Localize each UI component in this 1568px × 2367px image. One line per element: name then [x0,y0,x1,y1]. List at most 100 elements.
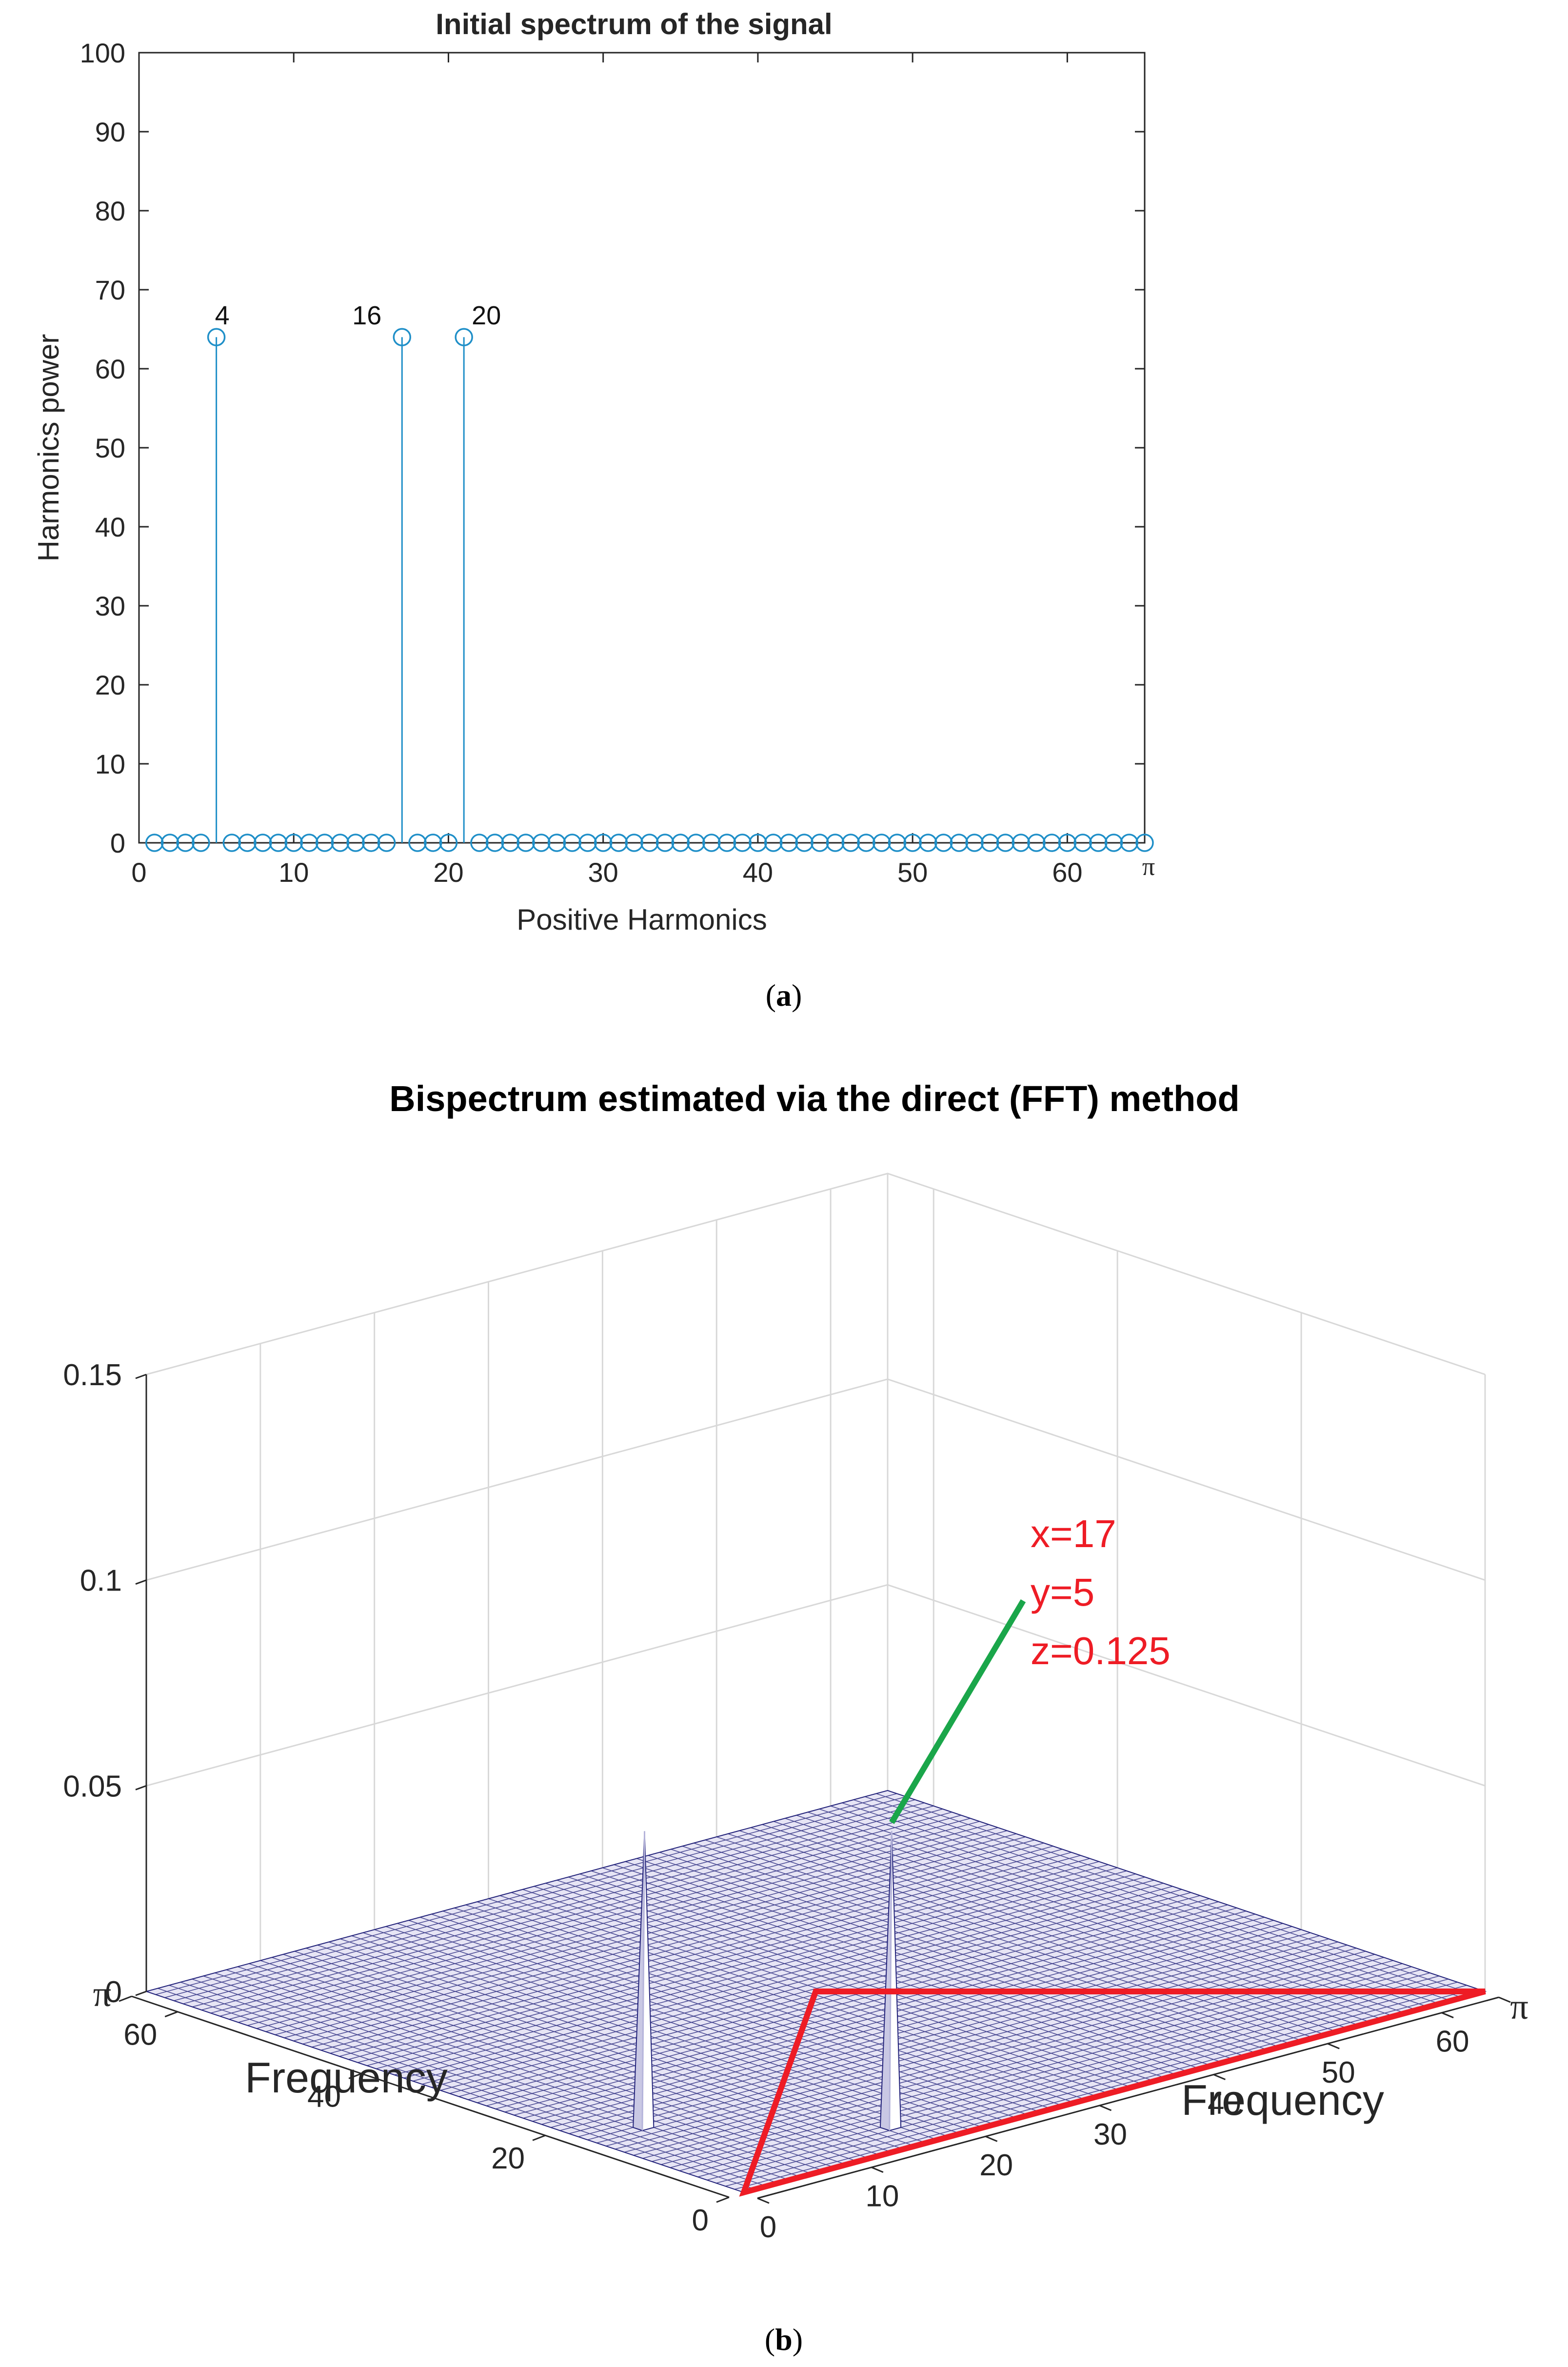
stem-annotation: 4 [215,301,230,330]
stem-marker [857,834,875,852]
stem-marker [841,834,860,852]
y-tick-label: 20 [95,670,125,700]
stem-marker [160,834,179,852]
chart-a-title: Initial spectrum of the signal [436,8,832,40]
z-tick-label: 0.05 [63,1770,122,1803]
z-tick-label: 0.1 [80,1564,122,1598]
x-tick-label: 0 [131,857,146,888]
chart-b-title: Bispectrum estimated via the direct (FFT… [389,1078,1239,1119]
stem-marker [192,834,210,852]
stem-marker [702,834,721,852]
x-tick-label-pi: π [1510,1987,1528,2027]
stem-marker [888,834,907,852]
z-gridline [146,1173,1486,1375]
stem-marker [176,834,195,852]
stem-marker [919,834,937,852]
stem-marker [655,834,675,852]
stem-marker [934,834,953,852]
y-tick-label: 90 [95,117,125,147]
stem-marker [1027,834,1046,852]
stem-marker [315,834,334,852]
chart-a-plot-box [138,52,1146,844]
stem-marker [455,328,473,346]
stem-marker [609,834,628,852]
stem-marker [996,834,1015,852]
y-tick-label: 40 [95,512,125,542]
stem-marker [903,834,922,852]
stem-marker [254,834,272,852]
stem-marker [795,834,814,852]
stem-marker [238,834,257,852]
x-tick-mark [1441,2012,1454,2019]
x-tick-label: 50 [897,857,928,888]
z-tick-mark [135,1785,147,1790]
y-tick-mark [532,2134,546,2141]
panel-b-letter: b [775,2322,793,2357]
chart-b-annotation: x=17 y=5 z=0.125 [1031,1512,1171,1672]
stem-marker [981,834,999,852]
stem-marker [145,834,164,852]
y-tick-label: 60 [123,2018,157,2052]
stem-marker [687,834,705,852]
stem-marker [408,834,427,852]
stem-marker [207,328,226,346]
x-tick-mark [1498,1996,1511,2003]
stem-marker [1058,834,1077,852]
y-tick-label: 40 [307,2080,341,2113]
z-gridline [146,1378,1486,1581]
stem-marker [578,834,597,852]
stem-marker [470,834,489,852]
chart-b-highlight [739,1599,1486,2197]
stem-annotation: 20 [472,301,501,330]
x-tick-mark [757,2197,770,2204]
chart-a-x-axis-label: Positive Harmonics [516,903,767,936]
y-axis-line [131,1995,730,2198]
stem-marker [331,834,350,852]
stem-marker [872,834,891,852]
y-tick-label: 10 [95,749,125,779]
y-tick-label: 20 [491,2142,525,2175]
stem-marker [346,834,365,852]
x-tick-label: 60 [1052,857,1082,888]
stem-marker [1135,834,1154,852]
y-tick-mark [348,2073,362,2079]
x-tick-label: 20 [433,857,463,888]
x-tick-label: 20 [979,2148,1013,2182]
stem-marker [516,834,535,852]
stem-marker [950,834,969,852]
chart-a-y-tick-labels: 0 10 20 30 40 50 60 70 80 90 100 [80,38,125,858]
annotation-y-value: y=5 [1031,1571,1094,1614]
stem-annotation: 16 [352,301,381,330]
stem-marker [749,834,767,852]
stem-marker [826,834,845,852]
stem-marker [300,834,318,852]
stem-marker [965,834,984,852]
y-tick-mark [119,1995,132,2002]
x-tick-label: 0 [760,2210,776,2244]
stem-marker [563,834,581,852]
x-tick-label: 40 [743,857,773,888]
y-tick-label: 30 [95,591,125,621]
stem-marker [779,834,798,852]
stem-marker [485,834,504,852]
stem-marker [377,834,396,852]
stem-marker [717,834,736,852]
chart-a-y-axis-label: Harmonics power [32,334,65,562]
stem-marker [671,834,690,852]
annotation-z-value: z=0.125 [1031,1629,1171,1672]
z-tick-label: 0.15 [63,1358,122,1392]
y-tick-label: 100 [80,38,125,68]
chart-a-stems [145,328,1154,852]
panel-a-label: (a) [766,978,802,1013]
z-tick-mark [135,1579,147,1585]
stem-marker [1104,834,1123,852]
y-tick-mark [716,2196,730,2203]
stem-marker [1042,834,1061,852]
stem-marker [1089,834,1108,852]
y-tick-label: 0 [692,2204,709,2237]
peak-ridge [889,1831,893,2131]
x-tick-mark [1099,2105,1112,2111]
z-tick-label: 0 [105,1975,122,2009]
